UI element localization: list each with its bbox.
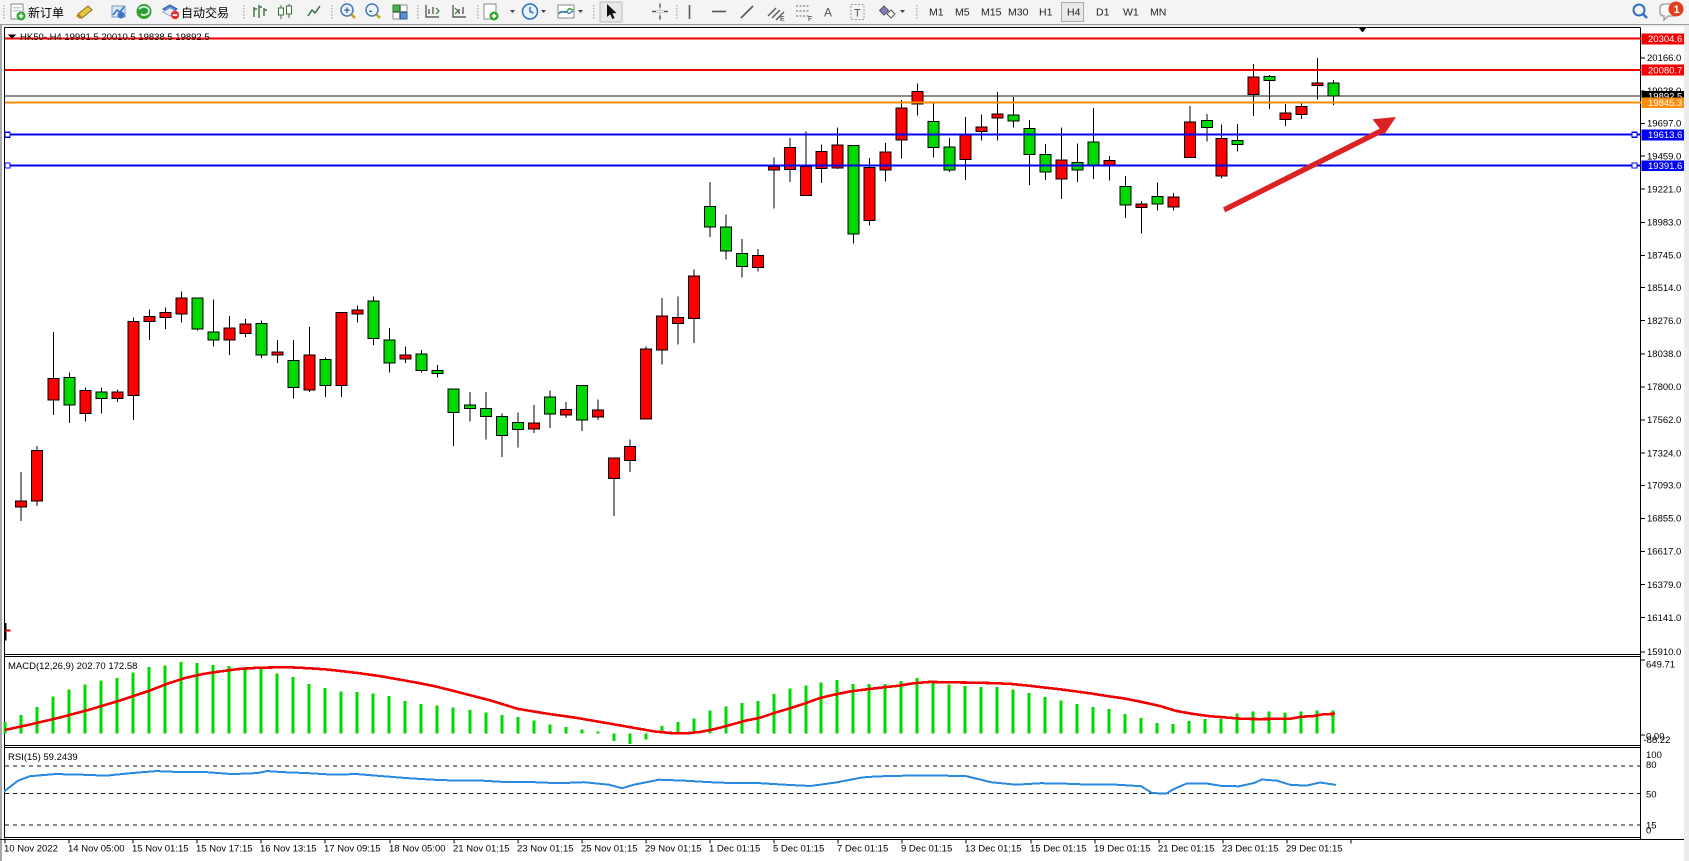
svg-text:10 Nov 2022: 10 Nov 2022 xyxy=(4,844,58,855)
svg-text:18276.0: 18276.0 xyxy=(1647,316,1681,327)
svg-text:18745.0: 18745.0 xyxy=(1647,251,1681,262)
svg-text:15 Dec 01:15: 15 Dec 01:15 xyxy=(1030,844,1087,855)
svg-text:M15: M15 xyxy=(981,7,1002,19)
svg-text:-88.22: -88.22 xyxy=(1644,735,1671,746)
svg-text:19 Dec 01:15: 19 Dec 01:15 xyxy=(1094,844,1151,855)
svg-text:18983.0: 18983.0 xyxy=(1647,218,1681,229)
svg-text:新订单: 新订单 xyxy=(28,5,64,20)
svg-text:+: + xyxy=(344,5,350,17)
svg-text:50: 50 xyxy=(1646,790,1657,801)
svg-text:D1: D1 xyxy=(1096,7,1110,19)
svg-text:16379.0: 16379.0 xyxy=(1647,580,1681,591)
svg-text:17 Nov 09:15: 17 Nov 09:15 xyxy=(324,844,381,855)
svg-text:1: 1 xyxy=(1674,4,1680,16)
svg-text:23 Nov 01:15: 23 Nov 01:15 xyxy=(517,844,574,855)
svg-text:-: - xyxy=(369,5,373,17)
svg-text:M5: M5 xyxy=(955,7,970,19)
svg-text:649.71: 649.71 xyxy=(1646,660,1675,671)
svg-text:F: F xyxy=(808,16,812,23)
svg-text:7 Dec 01:15: 7 Dec 01:15 xyxy=(837,844,888,855)
svg-text:9 Dec 01:15: 9 Dec 01:15 xyxy=(901,844,952,855)
svg-text:14 Nov 05:00: 14 Nov 05:00 xyxy=(68,844,125,855)
svg-text:17093.0: 17093.0 xyxy=(1647,481,1681,492)
svg-text:W1: W1 xyxy=(1123,7,1139,19)
svg-text:0.00: 0.00 xyxy=(1646,732,1665,743)
svg-text:29 Dec 01:15: 29 Dec 01:15 xyxy=(1286,844,1343,855)
svg-text:25 Nov 01:15: 25 Nov 01:15 xyxy=(581,844,638,855)
svg-text:MACD(12,26,9) 202.70 172.58: MACD(12,26,9) 202.70 172.58 xyxy=(8,661,137,672)
svg-text:21 Nov 01:15: 21 Nov 01:15 xyxy=(453,844,510,855)
svg-text:20304.6: 20304.6 xyxy=(1648,34,1682,45)
svg-text:E: E xyxy=(780,16,785,23)
svg-text:15910.0: 15910.0 xyxy=(1647,647,1681,658)
svg-text:16 Nov 13:15: 16 Nov 13:15 xyxy=(260,844,317,855)
svg-text:20166.0: 20166.0 xyxy=(1647,53,1681,64)
svg-text:19459.0: 19459.0 xyxy=(1647,151,1681,162)
svg-text:19697.0: 19697.0 xyxy=(1647,119,1681,130)
svg-text:H4: H4 xyxy=(1067,7,1081,19)
svg-text:17324.0: 17324.0 xyxy=(1647,448,1681,459)
svg-text:5 Dec 01:15: 5 Dec 01:15 xyxy=(773,844,824,855)
svg-text:T: T xyxy=(854,8,861,20)
svg-text:19613.6: 19613.6 xyxy=(1648,130,1682,141)
svg-text:17562.0: 17562.0 xyxy=(1647,415,1681,426)
svg-text:19391.6: 19391.6 xyxy=(1648,161,1682,172)
svg-text:19845.3: 19845.3 xyxy=(1648,98,1682,109)
svg-text:19221.0: 19221.0 xyxy=(1647,184,1681,195)
svg-text:19892.5: 19892.5 xyxy=(1648,92,1682,103)
svg-text:H1: H1 xyxy=(1039,7,1053,19)
svg-text:18038.0: 18038.0 xyxy=(1647,349,1681,360)
svg-text:1 Dec 01:15: 1 Dec 01:15 xyxy=(709,844,760,855)
svg-text:M30: M30 xyxy=(1008,7,1029,19)
svg-text:17800.0: 17800.0 xyxy=(1647,382,1681,393)
svg-text:MN: MN xyxy=(1150,7,1166,19)
svg-text:21 Dec 01:15: 21 Dec 01:15 xyxy=(1158,844,1215,855)
svg-text:18 Nov 05:00: 18 Nov 05:00 xyxy=(389,844,446,855)
svg-text:RSI(15) 59.2439: RSI(15) 59.2439 xyxy=(8,752,78,763)
svg-text:M1: M1 xyxy=(929,7,944,19)
svg-text:16141.0: 16141.0 xyxy=(1647,613,1681,624)
svg-text:0: 0 xyxy=(1646,826,1651,837)
svg-text:13 Dec 01:15: 13 Dec 01:15 xyxy=(965,844,1022,855)
svg-text:HK50-.H4 19991.5 20010.5 1983: HK50-.H4 19991.5 20010.5 19838.5 19892.5 xyxy=(20,32,210,43)
svg-text:80: 80 xyxy=(1646,760,1657,771)
svg-text:18514.0: 18514.0 xyxy=(1647,283,1681,294)
svg-text:20080.7: 20080.7 xyxy=(1648,65,1682,76)
svg-text:23 Dec 01:15: 23 Dec 01:15 xyxy=(1222,844,1279,855)
svg-text:29 Nov 01:15: 29 Nov 01:15 xyxy=(645,844,702,855)
svg-text:自动交易: 自动交易 xyxy=(181,5,229,20)
svg-text:15: 15 xyxy=(1646,821,1657,832)
svg-text:15 Nov 17:15: 15 Nov 17:15 xyxy=(196,844,253,855)
svg-text:16617.0: 16617.0 xyxy=(1647,547,1681,558)
svg-text:A: A xyxy=(824,6,832,20)
svg-text:100: 100 xyxy=(1646,750,1662,761)
svg-text:15 Nov 01:15: 15 Nov 01:15 xyxy=(132,844,189,855)
svg-text:16855.0: 16855.0 xyxy=(1647,514,1681,525)
